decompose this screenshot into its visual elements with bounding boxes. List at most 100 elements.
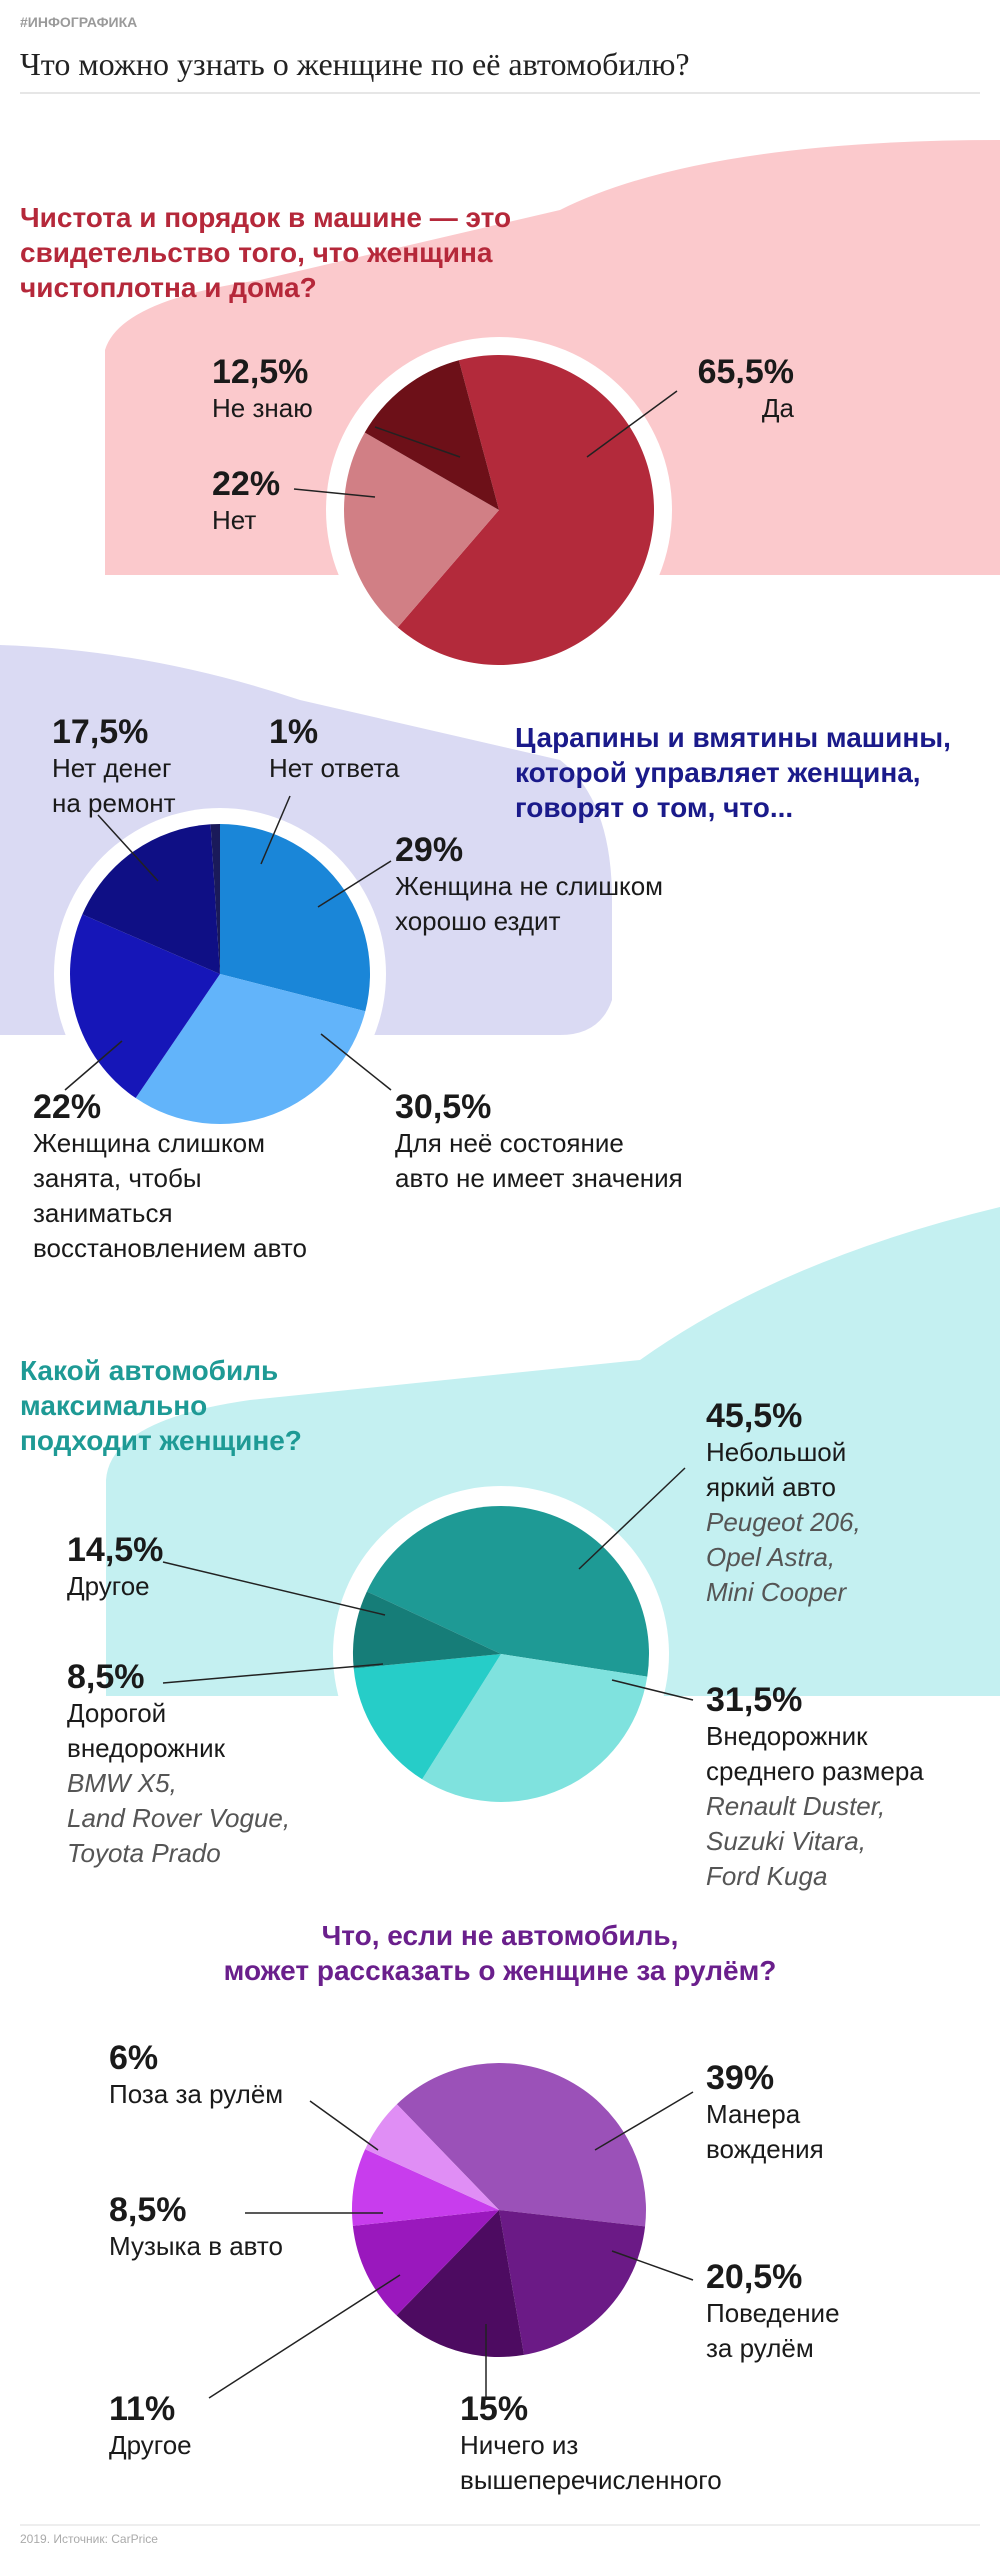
slice-label: 29% Женщина не слишком хорошо ездит: [395, 831, 663, 939]
section-title: Какой автомобиль максимально подходит же…: [20, 1355, 302, 1456]
value-label: 20,5%: [706, 2258, 803, 2296]
slice-label: 22% Женщина слишком занята, чтобы занимат…: [33, 1088, 307, 1266]
category-label: Нет ответа: [269, 753, 400, 783]
leader-line: [208, 2274, 401, 2399]
section-title: Что, если не автомобиль, может рассказат…: [223, 1920, 777, 1986]
slice-label: 31,5% Внедорожник среднего размера Renault…: [706, 1681, 924, 1894]
section-title: Чистота и порядок в машине — это свидете…: [20, 202, 512, 303]
leader-line: [586, 390, 678, 458]
slice-label: 1% Нет ответа: [269, 713, 400, 786]
slice-label: 8,5% Дорогой внедорожник BMW X5, Land Rove…: [67, 1658, 290, 1871]
category-note: BMW X5, Land Rover Vogue, Toyota Prado: [67, 1768, 291, 1868]
pie-slice: [364, 360, 499, 510]
pie-slice: [499, 2210, 646, 2355]
slice-label: 20,5% Поведение за рулём: [706, 2258, 840, 2366]
pie-slice: [396, 2063, 646, 2227]
value-label: 29%: [395, 831, 464, 869]
section-title: Царапины и вмятины машины, которой управ…: [515, 722, 951, 823]
value-label: 1%: [269, 713, 319, 751]
value-label: 31,5%: [706, 1681, 803, 1719]
slice-label: 15% Ничего из вышеперечисленного: [460, 2390, 722, 2498]
value-label: 45,5%: [706, 1397, 803, 1435]
slice-label: 6% Поза за рулём: [109, 2039, 283, 2112]
slice-label: 45,5% Небольшой яркий авто Peugeot 206, Op…: [706, 1397, 861, 1610]
value-label: 11%: [109, 2390, 176, 2428]
slice-label: 11% Другое: [109, 2390, 192, 2463]
source: 2019. Источник: CarPrice: [20, 2532, 158, 2546]
leader-line: [97, 814, 159, 882]
leader-line: [309, 2100, 379, 2151]
car-shape: [106, 1207, 1000, 1696]
page-title: Что можно узнать о женщине по её автомоб…: [20, 46, 690, 82]
value-label: 30,5%: [395, 1088, 492, 1126]
pie-slice: [366, 1506, 649, 1677]
slice-label: 12,5% Не знаю: [212, 353, 313, 426]
pie-slice: [353, 1654, 501, 1780]
category-label: Другое: [109, 2430, 192, 2460]
value-label: 12,5%: [212, 353, 309, 391]
pie-slice: [396, 2210, 525, 2357]
pie-slice: [82, 824, 220, 974]
value-label: 22%: [212, 465, 281, 503]
slice-label: 22% Нет: [212, 465, 280, 538]
category-label: Да: [761, 393, 794, 423]
leader-line: [611, 2250, 694, 2281]
category-label: Дорогой внедорожник: [67, 1698, 225, 1763]
value-label: 8,5%: [109, 2191, 187, 2229]
leader-line: [64, 1040, 123, 1091]
pie-slice: [352, 2210, 499, 2316]
value-label: 22%: [33, 1088, 102, 1126]
leader-line: [162, 1663, 384, 1684]
leader-line: [594, 2091, 694, 2151]
category-label: Женщина слишком занята, чтобы заниматься…: [33, 1128, 307, 1263]
slice-label: 8,5% Музыка в авто: [109, 2191, 283, 2264]
tag: #ИНФОГРАФИКА: [20, 14, 138, 30]
leader-line: [317, 860, 392, 908]
category-label: Для неё состояние авто не имеет значения: [395, 1128, 683, 1193]
category-label: Женщина не слишком хорошо ездит: [395, 871, 664, 936]
leader-line: [578, 1467, 686, 1570]
pie-slice: [365, 2104, 499, 2210]
leader-line: [260, 795, 291, 865]
pie-slice: [210, 824, 220, 974]
pie-slice: [353, 1591, 501, 1669]
category-label: Нет денег на ремонт: [52, 753, 176, 818]
slice-label: 30,5% Для неё состояние авто не имеет зна…: [395, 1088, 683, 1196]
slice-label: 17,5% Нет денег на ремонт: [52, 713, 176, 821]
pie-slice: [135, 974, 366, 1125]
pie-slice: [352, 2149, 499, 2226]
category-label: Ничего из вышеперечисленного: [460, 2430, 722, 2495]
value-label: 17,5%: [52, 713, 149, 751]
leader-line: [320, 1033, 392, 1091]
leader-line: [374, 426, 461, 458]
pie-slice: [397, 355, 654, 665]
category-label: Поведение за рулём: [706, 2298, 840, 2363]
leader-line: [162, 1561, 386, 1616]
category-label: Внедорожник среднего размера: [706, 1721, 924, 1786]
slice-label: 65,5% Да: [698, 353, 794, 426]
category-label: Музыка в авто: [109, 2231, 284, 2261]
value-label: 39%: [706, 2059, 775, 2097]
value-label: 14,5%: [67, 1531, 164, 1569]
category-label: Не знаю: [212, 393, 313, 423]
pie-slice: [344, 432, 499, 628]
category-label: Нет: [212, 505, 257, 535]
value-label: 65,5%: [697, 353, 794, 391]
category-label: Манера вождения: [706, 2099, 824, 2164]
pie-slice: [422, 1654, 648, 1802]
slice-label: 39% Манера вождения: [706, 2059, 824, 2167]
category-note: Renault Duster, Suzuki Vitara, Ford Kuga: [706, 1791, 886, 1891]
category-label: Небольшой яркий авто: [706, 1437, 847, 1502]
value-label: 15%: [460, 2390, 529, 2428]
pie-slice: [69, 914, 221, 1099]
leader-line: [293, 488, 376, 498]
category-note: Peugeot 206, Opel Astra, Mini Cooper: [706, 1507, 861, 1607]
leader-line: [611, 1679, 694, 1701]
category-label: Другое: [67, 1571, 150, 1601]
category-label: Поза за рулём: [109, 2079, 284, 2109]
value-label: 8,5%: [67, 1658, 145, 1696]
pie-slice: [220, 824, 370, 1012]
slice-label: 14,5% Другое: [67, 1531, 163, 1604]
